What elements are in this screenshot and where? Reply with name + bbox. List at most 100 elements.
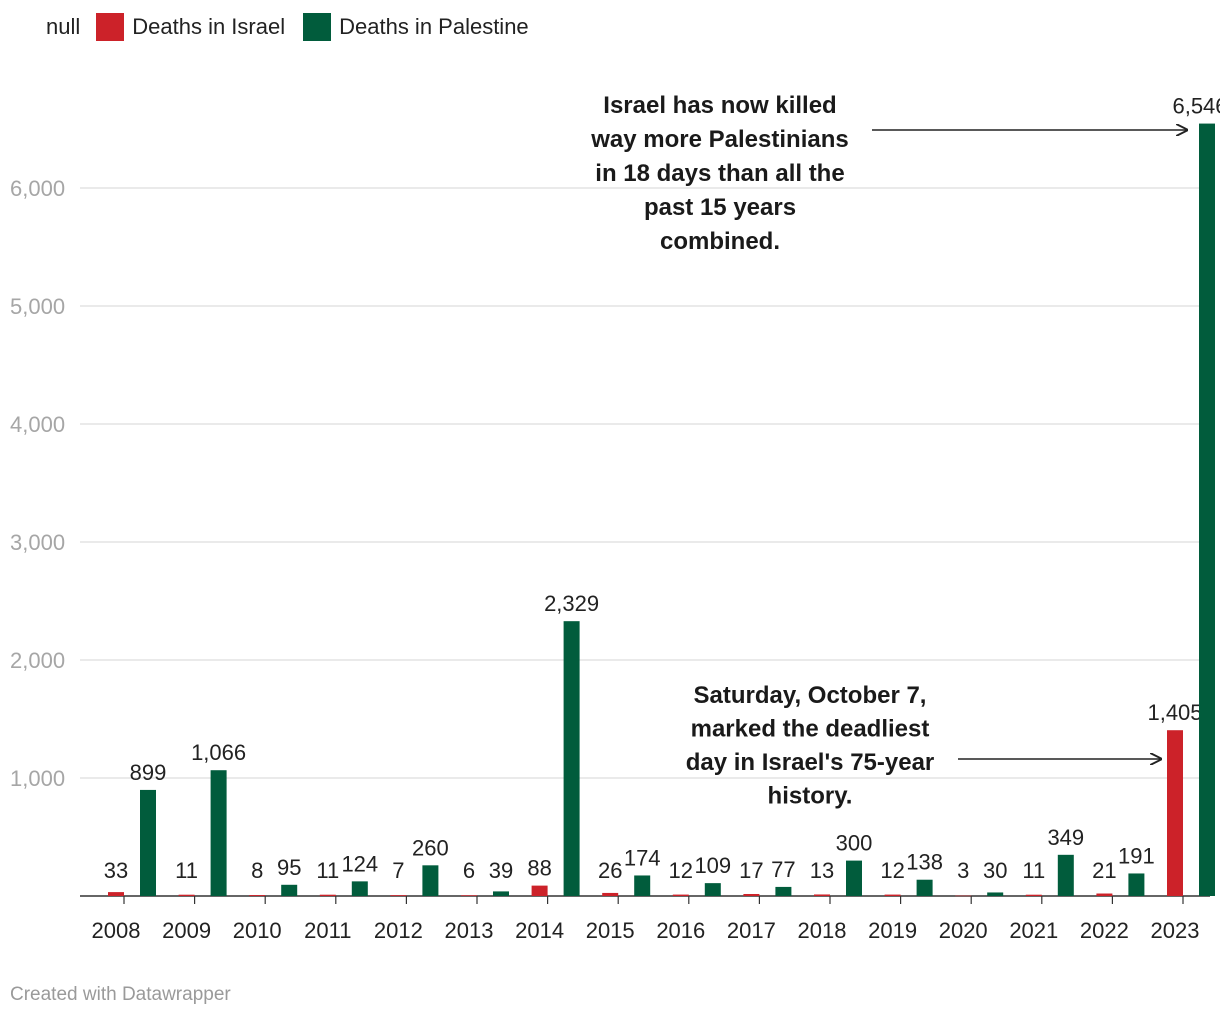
bar-palestine bbox=[351, 881, 368, 896]
data-label-israel: 33 bbox=[104, 858, 128, 883]
x-tick-label: 2021 bbox=[1009, 918, 1058, 943]
data-label-israel: 8 bbox=[251, 858, 263, 883]
data-label-israel: 12 bbox=[669, 858, 693, 883]
bar-israel bbox=[884, 894, 901, 896]
data-label-israel: 11 bbox=[316, 858, 339, 883]
x-tick-label: 2016 bbox=[656, 918, 705, 943]
x-tick-label: 2020 bbox=[939, 918, 988, 943]
x-tick-label: 2009 bbox=[162, 918, 211, 943]
annotation-palestine-text: combined. bbox=[660, 228, 780, 255]
data-label-palestine: 95 bbox=[277, 855, 301, 880]
bar-israel bbox=[955, 895, 972, 897]
bar-palestine bbox=[634, 875, 651, 896]
bar-palestine bbox=[846, 860, 862, 896]
bar-israel bbox=[531, 885, 548, 896]
y-tick-label: 5,000 bbox=[10, 294, 65, 319]
data-label-palestine: 1,066 bbox=[191, 740, 246, 765]
annotation-palestine-text: past 15 years bbox=[644, 194, 796, 221]
bar-israel bbox=[743, 893, 760, 896]
bar-israel bbox=[178, 894, 195, 896]
data-label-palestine: 30 bbox=[983, 858, 1007, 883]
data-label-israel: 6 bbox=[463, 858, 475, 883]
bar-palestine bbox=[493, 891, 509, 896]
bar-palestine bbox=[140, 789, 156, 896]
bar-israel bbox=[672, 894, 689, 896]
annotation-palestine-text: in 18 days than all the bbox=[595, 160, 844, 187]
legend-label-palestine: Deaths in Palestine bbox=[339, 14, 529, 39]
data-label-palestine: 138 bbox=[906, 850, 943, 875]
y-tick-label: 6,000 bbox=[10, 176, 65, 201]
bar-palestine bbox=[422, 865, 439, 896]
data-label-israel: 1,405 bbox=[1147, 700, 1202, 725]
x-tick-label: 2015 bbox=[586, 918, 635, 943]
x-tick-label: 2011 bbox=[304, 918, 351, 943]
x-tick-label: 2010 bbox=[233, 918, 282, 943]
data-label-palestine: 174 bbox=[624, 845, 661, 870]
data-label-israel: 88 bbox=[527, 856, 551, 881]
legend-label-israel: Deaths in Israel bbox=[132, 14, 286, 39]
chart-legend: null Deaths in Israel Deaths in Palestin… bbox=[46, 12, 547, 42]
legend-item-palestine: Deaths in Palestine bbox=[303, 13, 529, 41]
footer-credit: Created with Datawrapper bbox=[10, 984, 231, 1005]
annotation-israel-text: day in Israel's 75-year bbox=[686, 749, 935, 776]
data-label-israel: 13 bbox=[810, 858, 834, 883]
data-label-palestine: 6,546 bbox=[1172, 94, 1220, 119]
data-label-palestine: 300 bbox=[836, 831, 873, 856]
bar-palestine bbox=[1128, 873, 1145, 896]
bar-israel bbox=[1096, 893, 1113, 896]
x-tick-label: 2018 bbox=[798, 918, 847, 943]
bar-israel bbox=[249, 895, 266, 896]
legend-swatch-palestine bbox=[303, 13, 332, 41]
bar-palestine bbox=[916, 879, 933, 896]
bar-palestine bbox=[1199, 123, 1215, 896]
bar-israel bbox=[319, 894, 336, 896]
x-tick-label: 2019 bbox=[868, 918, 917, 943]
data-label-israel: 7 bbox=[392, 858, 404, 883]
data-label-palestine: 109 bbox=[694, 853, 731, 878]
annotation-israel-text: marked the deadliest bbox=[691, 716, 930, 743]
data-label-palestine: 124 bbox=[341, 851, 378, 876]
x-tick-label: 2017 bbox=[727, 918, 776, 943]
data-label-israel: 3 bbox=[957, 858, 969, 883]
bar-palestine bbox=[281, 884, 298, 896]
legend-item-israel: Deaths in Israel bbox=[96, 13, 285, 41]
bar-palestine bbox=[987, 892, 1004, 896]
bar-palestine bbox=[210, 770, 227, 896]
x-tick-label: 2022 bbox=[1080, 918, 1129, 943]
x-tick-label: 2023 bbox=[1151, 918, 1200, 943]
y-tick-label: 1,000 bbox=[10, 766, 65, 791]
annotation-palestine-text: way more Palestinians bbox=[590, 126, 848, 153]
bar-israel bbox=[1025, 894, 1042, 896]
bar-israel bbox=[602, 892, 619, 896]
y-tick-label: 3,000 bbox=[10, 530, 65, 555]
data-label-israel: 11 bbox=[1022, 858, 1045, 883]
legend-swatch-israel bbox=[96, 13, 125, 41]
bar-israel bbox=[814, 894, 830, 896]
data-label-israel: 26 bbox=[598, 858, 622, 883]
x-tick-label: 2008 bbox=[92, 918, 141, 943]
data-label-palestine: 260 bbox=[412, 835, 449, 860]
data-label-palestine: 899 bbox=[130, 760, 167, 785]
bar-israel bbox=[390, 895, 407, 896]
data-label-israel: 12 bbox=[880, 858, 904, 883]
bar-palestine bbox=[704, 883, 721, 896]
data-label-israel: 17 bbox=[739, 858, 763, 883]
x-tick-label: 2014 bbox=[515, 918, 564, 943]
annotation-palestine-text: Israel has now killed bbox=[603, 92, 836, 119]
legend-null-label: null bbox=[46, 14, 81, 39]
bar-israel bbox=[461, 895, 477, 896]
bar-israel bbox=[1167, 730, 1183, 896]
y-tick-label: 2,000 bbox=[10, 648, 65, 673]
x-tick-label: 2012 bbox=[374, 918, 423, 943]
annotation-israel-text: Saturday, October 7, bbox=[694, 682, 927, 709]
data-label-palestine: 39 bbox=[489, 858, 513, 883]
data-label-israel: 11 bbox=[175, 858, 198, 883]
data-label-palestine: 191 bbox=[1118, 843, 1155, 868]
annotation-israel-text: history. bbox=[768, 783, 853, 810]
data-label-palestine: 77 bbox=[771, 857, 795, 882]
y-tick-label: 4,000 bbox=[10, 412, 65, 437]
data-label-palestine: 2,329 bbox=[544, 591, 599, 616]
x-tick-label: 2013 bbox=[445, 918, 494, 943]
data-label-palestine: 349 bbox=[1047, 825, 1084, 850]
